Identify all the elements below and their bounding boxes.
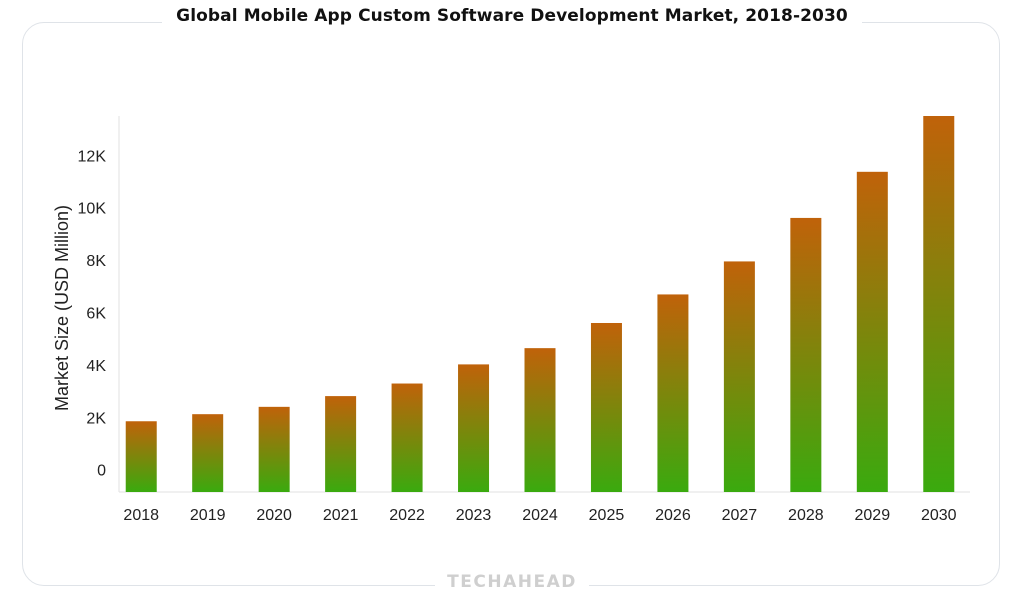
brand-watermark: TECHAHEAD <box>435 572 589 592</box>
x-tick-label: 2018 <box>123 507 159 524</box>
y-tick-label: 6K <box>86 306 106 323</box>
bar-2020 <box>258 406 290 492</box>
bar-2025 <box>590 322 622 492</box>
bar-2018 <box>125 421 157 492</box>
bar-2019 <box>192 414 224 492</box>
x-tick-label: 2023 <box>456 507 492 524</box>
y-tick-label: 10K <box>78 201 107 218</box>
x-tick-label: 2022 <box>389 507 425 524</box>
bar-2021 <box>325 396 357 492</box>
y-tick-label: 0 <box>97 463 106 480</box>
x-tick-label: 2026 <box>655 507 691 524</box>
y-axis-label: Market Size (USD Million) <box>52 205 72 411</box>
y-tick-label: 4K <box>86 358 106 375</box>
x-tick-label: 2025 <box>589 507 625 524</box>
y-tick-label: 2K <box>86 410 106 427</box>
bar-2030 <box>923 116 955 492</box>
bar-2024 <box>524 348 556 492</box>
x-tick-label: 2030 <box>921 507 957 524</box>
y-tick-label: 12K <box>78 148 107 165</box>
x-tick-label: 2029 <box>855 507 891 524</box>
x-tick-label: 2024 <box>522 507 558 524</box>
bar-2022 <box>391 383 423 492</box>
bar-2029 <box>856 171 888 492</box>
x-tick-label: 2028 <box>788 507 824 524</box>
x-tick-label: 2027 <box>722 507 758 524</box>
bar-2023 <box>458 364 490 492</box>
bar-2027 <box>723 261 755 492</box>
bar-2028 <box>790 217 822 492</box>
x-tick-label: 2020 <box>256 507 292 524</box>
x-tick-label: 2021 <box>323 507 359 524</box>
x-tick-label: 2019 <box>190 507 226 524</box>
chart-title: Global Mobile App Custom Software Develo… <box>162 6 862 26</box>
y-tick-label: 8K <box>86 253 106 270</box>
bar-2026 <box>657 294 689 492</box>
